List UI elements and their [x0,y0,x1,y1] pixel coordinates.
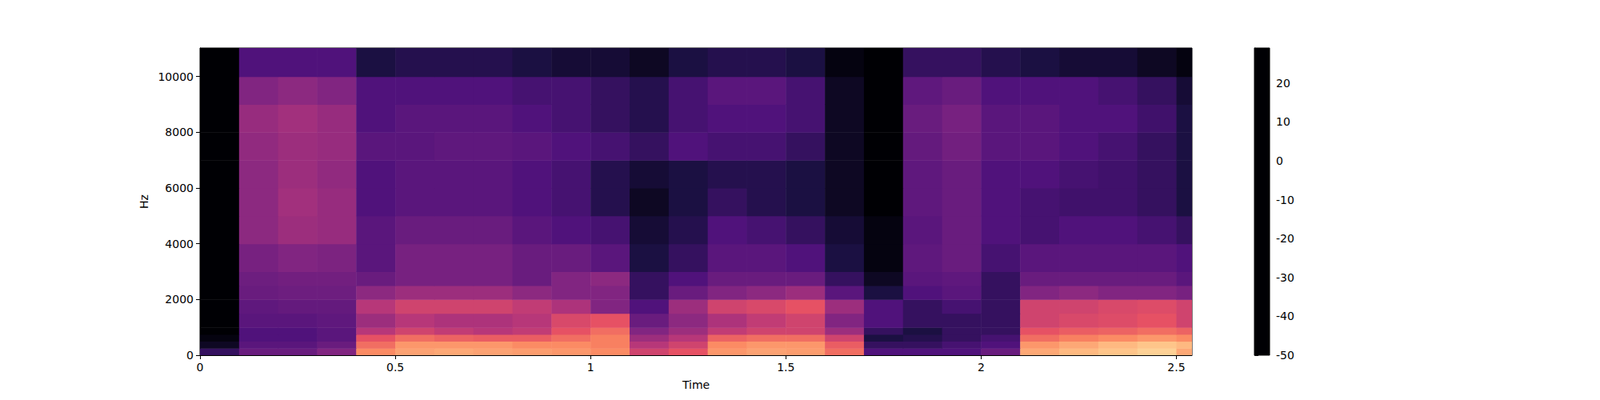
svg-text:-30: -30 [1276,271,1295,284]
svg-text:6000: 6000 [164,181,194,195]
svg-text:2: 2 [977,360,985,374]
svg-text:-40: -40 [1276,309,1295,323]
svg-text:Time: Time [681,378,710,392]
svg-text:-10: -10 [1276,193,1295,207]
svg-text:0: 0 [186,348,194,362]
svg-text:10: 10 [1276,115,1291,128]
svg-text:2.5: 2.5 [1167,360,1185,374]
svg-text:-20: -20 [1276,232,1295,245]
svg-text:1: 1 [587,360,595,374]
svg-text:20: 20 [1276,76,1291,90]
svg-text:10000: 10000 [157,70,194,84]
svg-text:0: 0 [196,360,204,374]
svg-text:4000: 4000 [164,237,194,251]
svg-text:0: 0 [1276,154,1284,168]
svg-text:Hz: Hz [137,194,151,209]
svg-text:1.5: 1.5 [776,360,795,374]
svg-text:8000: 8000 [164,125,194,139]
svg-text:0.5: 0.5 [386,360,404,374]
svg-text:-50: -50 [1276,348,1295,362]
svg-text:2000: 2000 [164,292,194,306]
